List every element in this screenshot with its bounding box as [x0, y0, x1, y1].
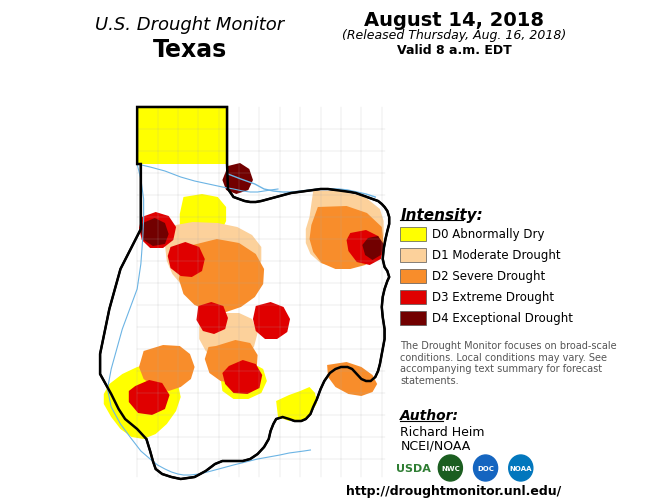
- Text: D2 Severe Drought: D2 Severe Drought: [432, 270, 545, 283]
- Polygon shape: [222, 164, 253, 194]
- Text: D0 Abnormally Dry: D0 Abnormally Dry: [432, 228, 544, 241]
- Circle shape: [473, 455, 498, 481]
- Polygon shape: [165, 222, 261, 296]
- Polygon shape: [196, 303, 228, 334]
- Text: The Drought Monitor focuses on broad-scale
conditions. Local conditions may vary: The Drought Monitor focuses on broad-sca…: [400, 340, 617, 385]
- Text: USDA: USDA: [396, 463, 431, 473]
- Polygon shape: [140, 218, 168, 246]
- Polygon shape: [253, 303, 290, 339]
- Polygon shape: [205, 340, 257, 383]
- Polygon shape: [362, 236, 383, 261]
- Polygon shape: [139, 345, 194, 391]
- Polygon shape: [346, 230, 384, 266]
- Polygon shape: [137, 108, 227, 165]
- Bar: [400, 248, 426, 263]
- Polygon shape: [104, 364, 181, 439]
- Text: NWC: NWC: [441, 465, 460, 471]
- Text: D4 Exceptional Drought: D4 Exceptional Drought: [432, 312, 573, 325]
- Polygon shape: [220, 363, 267, 399]
- Bar: [400, 291, 426, 305]
- Text: Texas: Texas: [153, 38, 227, 62]
- Bar: [400, 312, 426, 325]
- Polygon shape: [129, 380, 170, 415]
- Polygon shape: [100, 108, 389, 479]
- Polygon shape: [222, 360, 262, 394]
- Circle shape: [438, 455, 462, 481]
- Text: August 14, 2018: August 14, 2018: [364, 11, 544, 30]
- Bar: [400, 270, 426, 284]
- Text: DOC: DOC: [477, 465, 494, 471]
- Text: http://droughtmonitor.unl.edu/: http://droughtmonitor.unl.edu/: [346, 484, 562, 497]
- Text: U.S. Drought Monitor: U.S. Drought Monitor: [96, 16, 285, 34]
- Text: Valid 8 a.m. EDT: Valid 8 a.m. EDT: [396, 44, 512, 57]
- Polygon shape: [200, 313, 257, 361]
- Bar: [400, 227, 426, 241]
- Polygon shape: [180, 194, 226, 241]
- Polygon shape: [139, 212, 176, 248]
- Polygon shape: [306, 191, 384, 268]
- Polygon shape: [168, 242, 205, 278]
- Text: D3 Extreme Drought: D3 Extreme Drought: [432, 291, 554, 304]
- Text: NOAA: NOAA: [510, 465, 532, 471]
- Polygon shape: [276, 387, 317, 421]
- Text: NCEI/NOAA: NCEI/NOAA: [400, 439, 471, 452]
- Polygon shape: [327, 362, 377, 396]
- Text: Richard Heim: Richard Heim: [400, 425, 485, 438]
- Text: Intensity:: Intensity:: [400, 207, 483, 222]
- Text: D1 Moderate Drought: D1 Moderate Drought: [432, 249, 560, 262]
- Text: Author:: Author:: [400, 408, 460, 422]
- Circle shape: [509, 455, 533, 481]
- Polygon shape: [179, 239, 264, 313]
- Polygon shape: [309, 206, 384, 270]
- Text: (Released Thursday, Aug. 16, 2018): (Released Thursday, Aug. 16, 2018): [342, 30, 566, 43]
